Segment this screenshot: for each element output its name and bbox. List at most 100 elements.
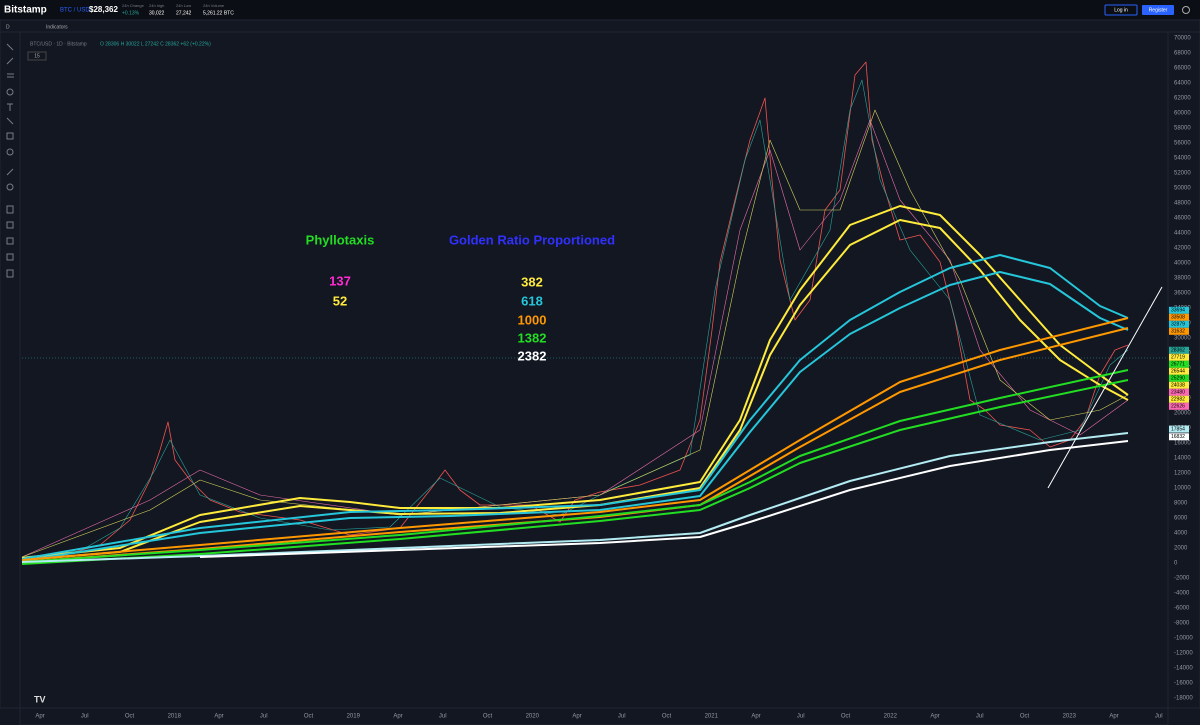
time-label: Oct (841, 714, 851, 720)
price-tag-label: 16832 (1171, 434, 1185, 440)
price-label: 10000 (1174, 486, 1191, 492)
price-tag (1169, 388, 1189, 396)
price-label: 38000 (1174, 276, 1191, 282)
price-tag (1169, 346, 1189, 354)
price-tag (1169, 327, 1189, 335)
time-label: Jul (797, 714, 805, 720)
price-label: 12000 (1174, 471, 1191, 477)
price-label: 20000 (1174, 411, 1191, 417)
time-label: Oct (125, 714, 135, 720)
settings-icon[interactable] (1182, 6, 1190, 14)
time-label: 2022 (884, 714, 898, 720)
login-label[interactable]: Log in (1114, 7, 1128, 13)
price-label: 68000 (1174, 51, 1191, 57)
price-label: -16000 (1174, 681, 1193, 687)
chart-lines (21, 61, 1163, 565)
price-tag (1169, 433, 1189, 441)
stat-label: 24h Change (122, 3, 145, 8)
time-label: Jul (439, 714, 447, 720)
top-bar (0, 0, 1200, 20)
time-label: Apr (1109, 714, 1118, 720)
price-label: 50000 (1174, 186, 1191, 192)
annotation-number: 618 (521, 293, 543, 308)
stat-label: 24h high (149, 3, 164, 8)
time-label: Jul (976, 714, 984, 720)
time-label: Apr (35, 714, 44, 720)
price-label: -12000 (1174, 651, 1193, 657)
price-label: 14000 (1174, 456, 1191, 462)
time-label: Jul (1155, 714, 1163, 720)
price-label: -8000 (1174, 621, 1190, 627)
annotation-number: 1382 (518, 330, 547, 345)
price-tag (1169, 320, 1189, 328)
annotation-title: Golden Ratio Proportioned (449, 232, 615, 247)
price-tag-label: 32879 (1171, 322, 1185, 328)
time-label: 2020 (526, 714, 540, 720)
time-axis (19, 707, 1169, 725)
badge-text: 15 (34, 53, 40, 59)
price-tag (1169, 353, 1189, 361)
last-price: $28,362 (89, 5, 118, 14)
price-label: -10000 (1174, 636, 1193, 642)
price-tag-label: 33694 (1171, 308, 1185, 314)
price-tag-label: 17854 (1171, 426, 1185, 432)
register-button[interactable] (1142, 5, 1174, 15)
badge (27, 51, 47, 61)
price-label: 6000 (1174, 516, 1188, 522)
price-tag (1169, 367, 1189, 375)
price-label: 42000 (1174, 246, 1191, 252)
price-tag (1169, 402, 1189, 410)
price-label: 44000 (1174, 231, 1191, 237)
annotation-number: 1000 (518, 312, 547, 327)
register-label[interactable]: Register (1149, 7, 1168, 13)
price-label: -18000 (1174, 696, 1193, 702)
logo: TV (34, 694, 46, 704)
price-tag-label: 22982 (1171, 397, 1185, 403)
stat-value: 27,242 (176, 10, 192, 16)
price-tag-label: 26771 (1171, 362, 1185, 368)
indicators-button[interactable]: Indicators (46, 24, 68, 30)
time-label: Apr (930, 714, 939, 720)
price-tag-label: 31632 (1171, 329, 1185, 335)
price-label: 40000 (1174, 261, 1191, 267)
price-label: 30000 (1174, 336, 1191, 342)
legend-ohlc: O 28306 H 30022 L 27242 C 28362 +62 (+0.… (100, 41, 211, 47)
price-label: 2000 (1174, 546, 1188, 552)
price-tag (1169, 313, 1189, 321)
price-label: 52000 (1174, 171, 1191, 177)
price-label: 54000 (1174, 156, 1191, 162)
annotation-number: 52 (333, 293, 347, 308)
time-label: Oct (662, 714, 672, 720)
time-label: 2019 (347, 714, 361, 720)
price-label: 70000 (1174, 36, 1191, 42)
price-tag (1169, 425, 1189, 433)
stat-label: 24h Volume (203, 3, 225, 8)
interval[interactable]: D (6, 24, 10, 30)
price-label: -4000 (1174, 591, 1190, 597)
price-label: 0 (1174, 561, 1178, 567)
price-label: 62000 (1174, 96, 1191, 102)
price-label: -2000 (1174, 576, 1190, 582)
price-tag (1169, 306, 1189, 314)
pair-selector[interactable]: BTC / USD (60, 8, 90, 14)
annotation-title: Phyllotaxis (306, 232, 375, 247)
price-label: 60000 (1174, 111, 1191, 117)
price-tag (1169, 395, 1189, 403)
price-tag (1169, 374, 1189, 382)
price-label: 56000 (1174, 141, 1191, 147)
time-label: Apr (214, 714, 223, 720)
price-label: 58000 (1174, 126, 1191, 132)
time-label: Apr (572, 714, 581, 720)
price-label: 66000 (1174, 66, 1191, 72)
time-label: Apr (393, 714, 402, 720)
price-label: -6000 (1174, 606, 1190, 612)
stat-value: +0.13% (122, 10, 140, 16)
price-tag-label: 24038 (1171, 383, 1185, 389)
price-label: 8000 (1174, 501, 1188, 507)
price-tag-label: 26544 (1171, 369, 1185, 375)
login-button[interactable] (1104, 4, 1138, 16)
price-label: 4000 (1174, 531, 1188, 537)
price-label: 36000 (1174, 291, 1191, 297)
annotation-number: 137 (329, 273, 351, 288)
